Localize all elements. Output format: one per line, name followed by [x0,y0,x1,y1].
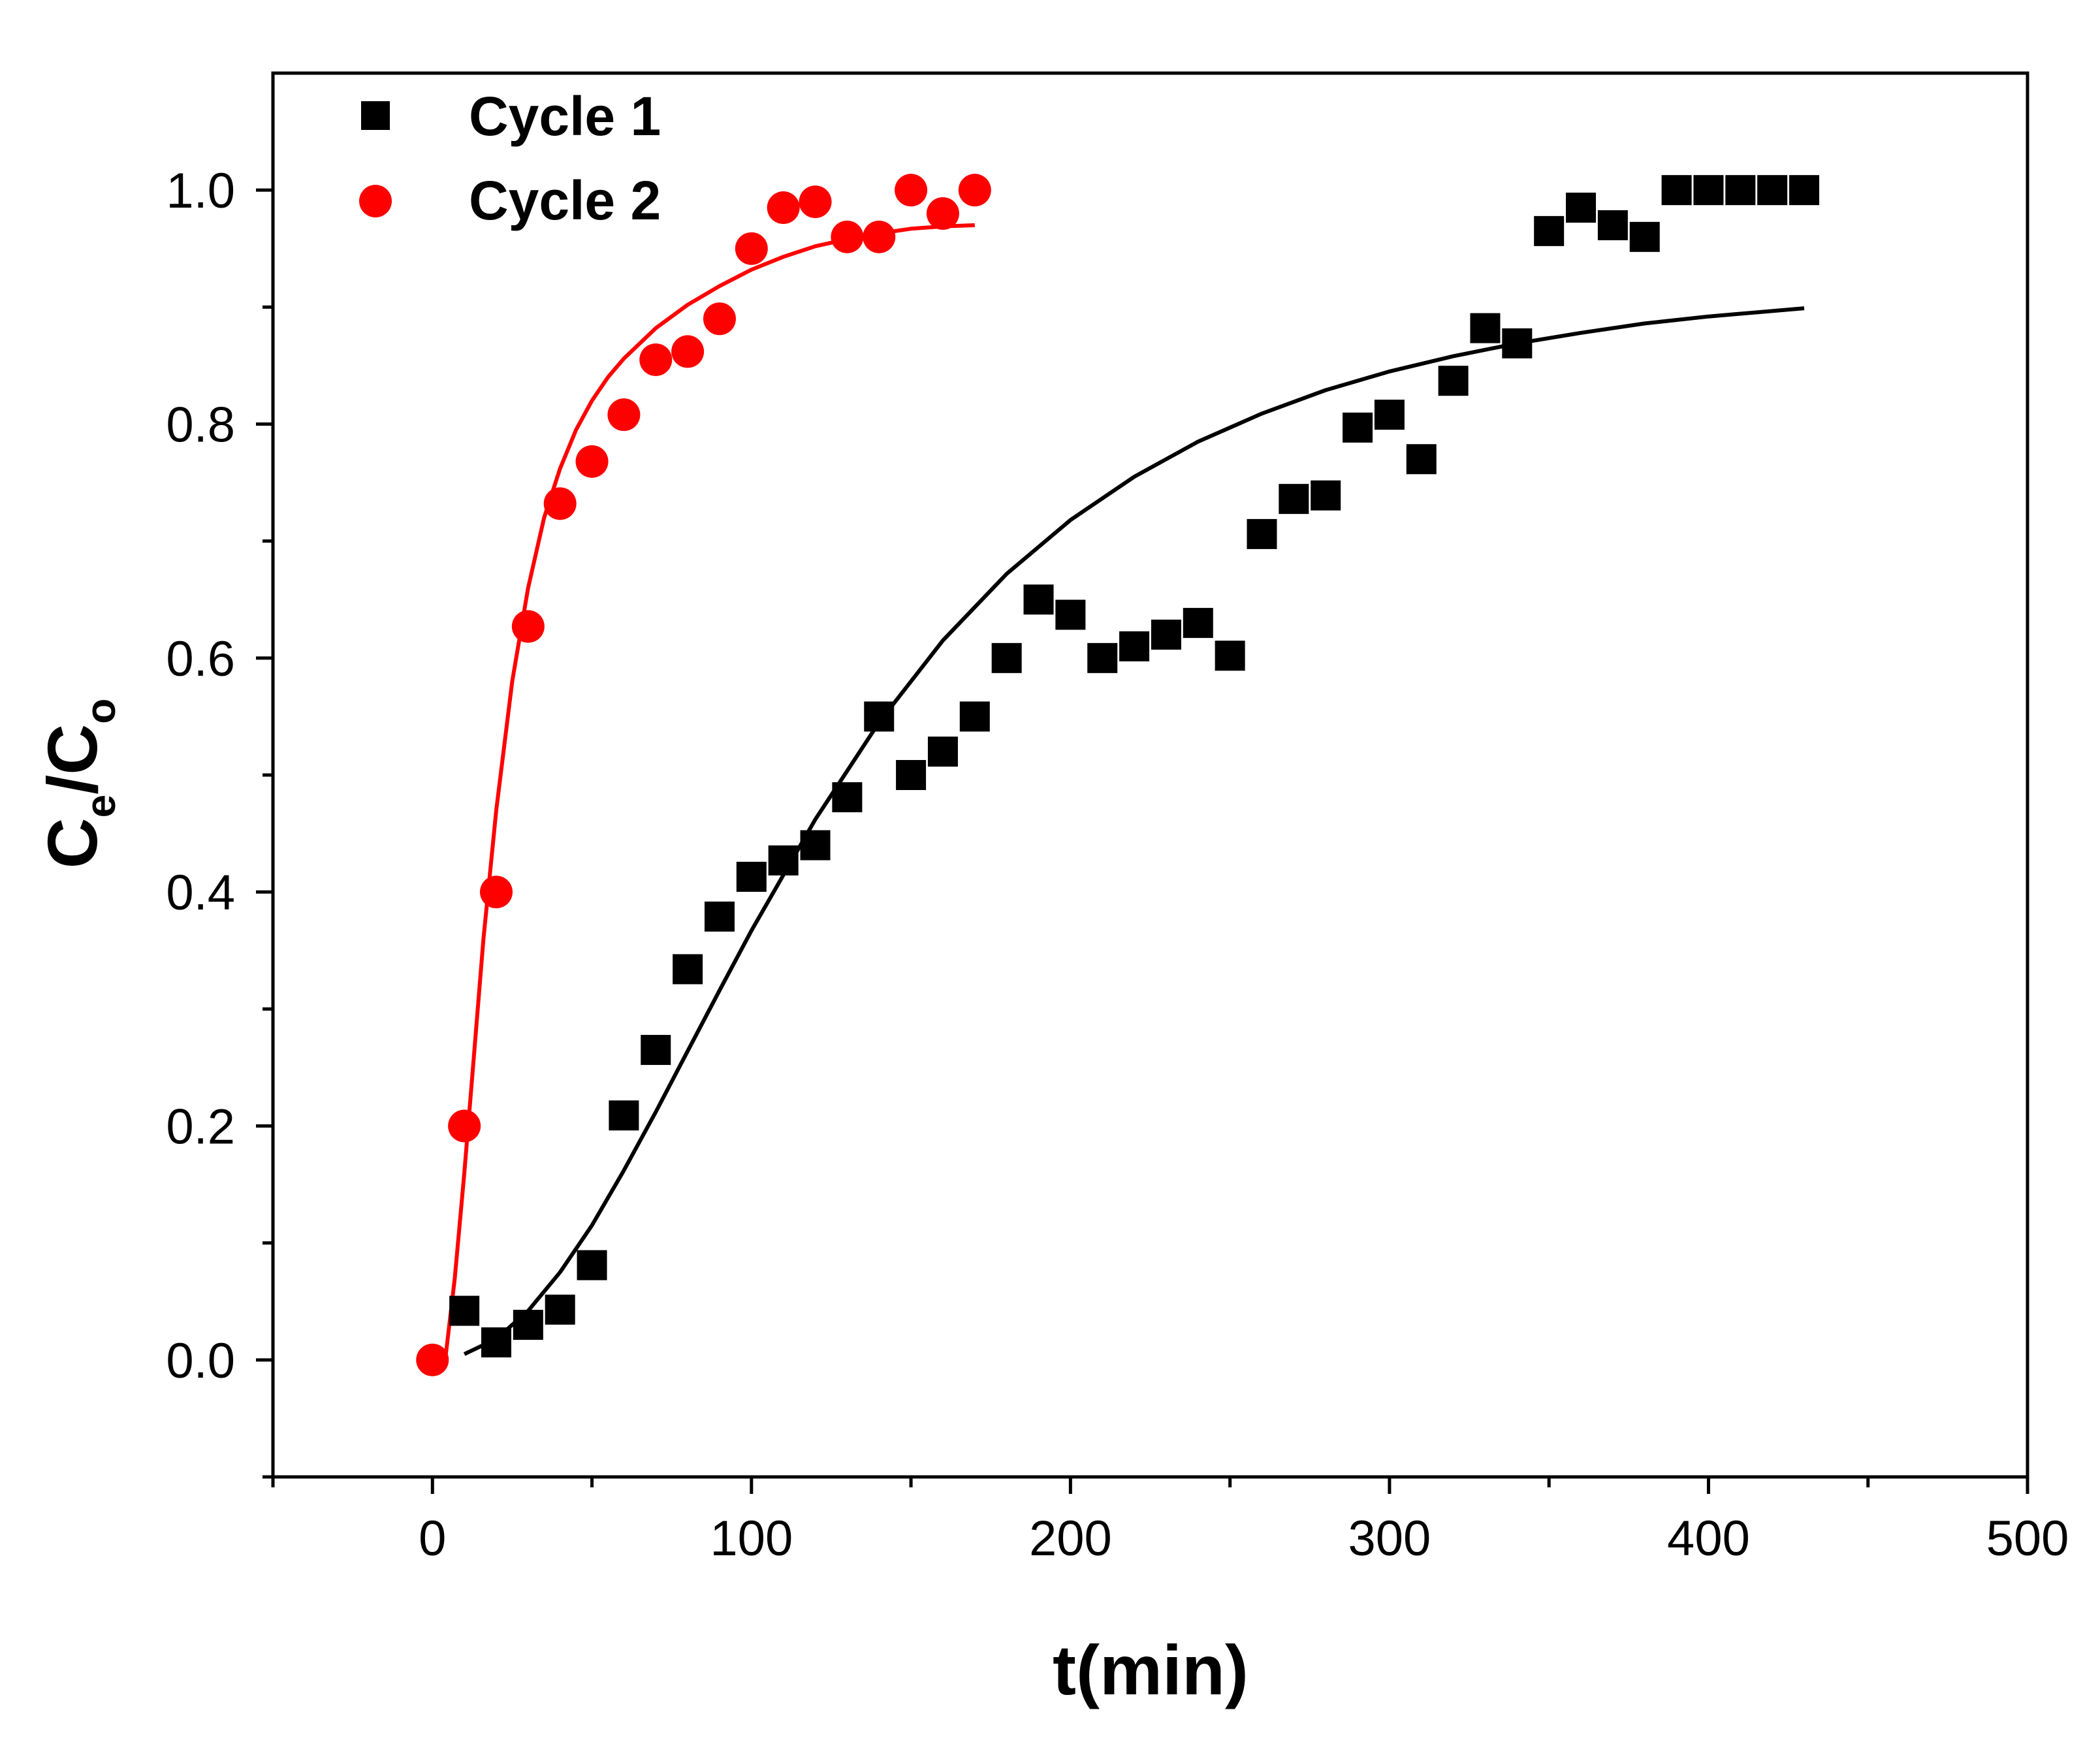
y-tick-label: 0.2 [166,1100,235,1155]
cycle-1-point [1566,193,1597,223]
x-axis-ticks [271,1477,2029,1494]
y-tick-label: 1.0 [166,163,235,219]
cycle-2-point [767,191,800,225]
cycle-2-point [831,220,864,253]
y-axis-title-sub-o: o [77,699,124,724]
cycle-2-point [511,610,545,643]
cycle-2-point [926,197,959,230]
cycle-2-point [895,174,928,207]
cycle-1-point [1151,620,1181,650]
y-tick-label: 0.4 [166,865,235,921]
svg-text:Ce/Co: Ce/Co [33,699,124,869]
cycle-1-point [1374,400,1405,430]
cycle-2-point [543,487,577,520]
cycle-2-point [448,1109,481,1143]
cycle-1-point [1661,175,1692,206]
cycle-1-point [1055,599,1086,630]
cycle-1-point [1757,175,1788,206]
cycle-1-point [1629,221,1660,252]
cycle-2-point [479,876,513,909]
cycle-1-point [1693,175,1724,206]
cycle-1-point [959,701,990,732]
cycle-1-point [641,1035,671,1066]
legend-label-cycle-1: Cycle 1 [469,86,661,147]
y-tick-label: 0.0 [166,1333,235,1389]
cycle-1-point [1789,175,1820,206]
cycle-1-point [513,1310,543,1340]
cycle-1-point [1087,642,1118,673]
y-axis-ticks [256,188,273,1479]
cycle-2-point [671,335,705,368]
cycle-2-point [639,343,673,376]
x-tick-label: 400 [1667,1511,1750,1566]
legend: Cycle 1 Cycle 2 [359,86,661,231]
legend-marker-cycle-2 [359,185,392,217]
y-axis-title-slash-c: /C [33,724,112,795]
x-axis-title: t(min) [1053,1630,1249,1709]
cycle-1-point [1470,313,1501,343]
cycle-2-point [958,174,991,207]
cycle-2-point [735,232,768,265]
cycle-1-point [927,736,958,767]
cycle-2-point [863,220,896,253]
cycle-1-point [1343,412,1373,443]
x-tick-label: 100 [710,1511,793,1566]
y-tick-label: 0.8 [166,398,235,453]
cycle-1-point [1406,444,1437,475]
x-tick-label: 300 [1348,1511,1431,1566]
cycle-1-point [1725,175,1756,206]
cycle-1-point [481,1327,511,1357]
cycle-1-point [864,701,895,732]
y-axis-tick-labels: 0.0 0.2 0.4 0.6 0.8 1.0 [166,163,235,1389]
cycle-2-point [703,302,736,336]
cycle-1-point [832,782,863,813]
cycle-1-point [991,642,1022,673]
cycle-1-point [545,1294,575,1325]
legend-label-cycle-2: Cycle 2 [469,170,661,231]
cycle-2-point [575,445,609,478]
x-tick-label: 0 [419,1511,446,1566]
y-axis-title-sub-e: e [77,795,124,818]
cycle-1-point [896,760,927,790]
cycle-1-point [800,830,831,861]
cycle-1-point [1119,631,1150,661]
cycle-1-point [1215,641,1245,671]
cycle-1-point [1311,480,1341,511]
cycle-1-point [449,1295,480,1326]
cycle-2-point [799,185,832,219]
cycle-2-point [607,398,641,432]
cycle-1-point [577,1250,607,1280]
x-tick-label: 500 [1986,1511,2069,1566]
cycle-1-point [1183,608,1213,639]
cycle-1-point [1023,584,1054,615]
data-points [416,174,1820,1376]
y-axis-title-main: C [33,817,112,868]
cycle-1-point [1279,484,1309,515]
y-tick-label: 0.6 [166,631,235,687]
cycle-1-point [1597,210,1628,240]
cycle-1-point [609,1100,639,1131]
cycle-1-point [704,901,735,932]
y-axis-title: Ce/Co [33,699,124,869]
cycle-1-point [1502,328,1533,358]
cycle-1-point [1247,518,1277,549]
x-axis-tick-labels: 0 100 200 300 400 500 [419,1511,2069,1566]
cycle-1-point [768,845,799,876]
cycle-1-point [673,954,703,985]
cycle-1-point [1534,215,1565,246]
cycle-1-point [736,861,767,892]
legend-marker-cycle-1 [361,101,390,130]
cycle-2-point [416,1343,449,1376]
x-tick-label: 200 [1029,1511,1112,1566]
cycle-1-point [1438,366,1469,396]
